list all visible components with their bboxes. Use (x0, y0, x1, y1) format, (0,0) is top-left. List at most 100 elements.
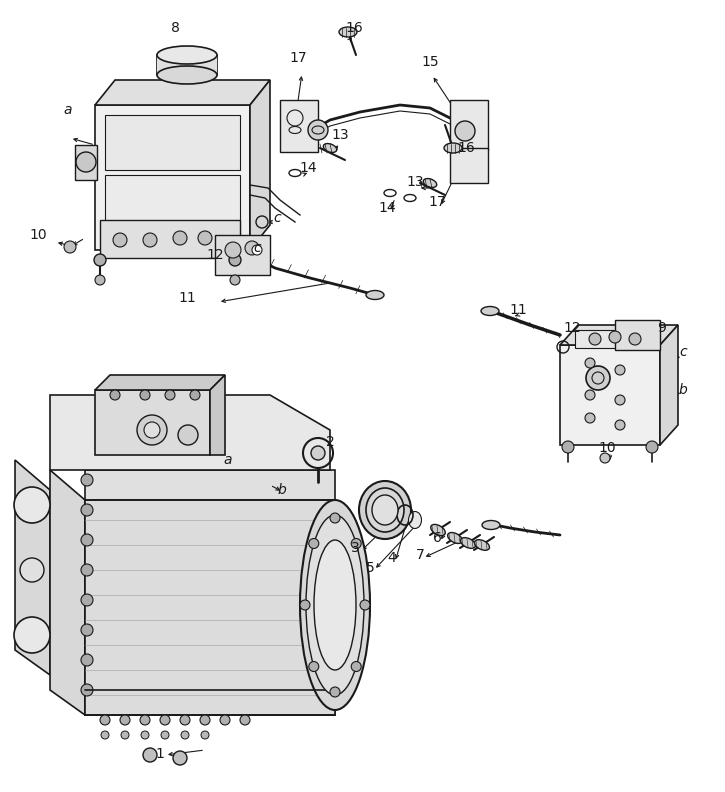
Polygon shape (50, 470, 85, 715)
Circle shape (95, 275, 105, 285)
Polygon shape (560, 325, 678, 345)
Text: b: b (278, 483, 286, 497)
Circle shape (615, 395, 625, 405)
Text: 7: 7 (415, 548, 424, 562)
Circle shape (360, 600, 370, 610)
Circle shape (609, 331, 621, 343)
Circle shape (81, 654, 93, 666)
Ellipse shape (300, 500, 370, 710)
Bar (615, 320, 660, 350)
Ellipse shape (408, 512, 421, 528)
Bar (215, 235, 270, 275)
Ellipse shape (366, 488, 404, 532)
Circle shape (351, 661, 361, 672)
Polygon shape (50, 395, 330, 470)
Text: 10: 10 (29, 228, 47, 242)
Circle shape (309, 661, 319, 672)
Circle shape (173, 231, 187, 245)
Text: 1: 1 (156, 747, 165, 761)
Circle shape (81, 534, 93, 546)
Circle shape (245, 241, 259, 255)
Polygon shape (95, 375, 225, 390)
Bar (450, 148, 488, 183)
Circle shape (300, 600, 310, 610)
Ellipse shape (339, 27, 357, 37)
Circle shape (201, 731, 209, 739)
Circle shape (562, 441, 574, 453)
Ellipse shape (157, 66, 217, 84)
Text: 15: 15 (421, 55, 439, 69)
Text: 10: 10 (598, 441, 616, 455)
Text: a: a (224, 453, 232, 467)
Circle shape (81, 624, 93, 636)
Ellipse shape (359, 481, 411, 539)
Ellipse shape (431, 524, 445, 535)
Circle shape (20, 558, 44, 582)
Bar (560, 345, 660, 445)
Text: 11: 11 (178, 291, 196, 305)
Circle shape (330, 687, 340, 697)
Circle shape (140, 390, 150, 400)
Circle shape (585, 390, 595, 400)
Circle shape (64, 241, 76, 253)
Circle shape (585, 358, 595, 368)
Circle shape (120, 715, 130, 725)
Circle shape (165, 390, 175, 400)
Bar (157, 55, 217, 75)
Circle shape (160, 715, 170, 725)
Circle shape (121, 731, 129, 739)
Circle shape (229, 254, 241, 266)
Circle shape (81, 684, 93, 696)
Bar (95, 390, 210, 455)
Circle shape (615, 420, 625, 430)
Circle shape (94, 254, 106, 266)
Text: 9: 9 (658, 321, 666, 335)
Circle shape (629, 333, 641, 345)
Circle shape (180, 715, 190, 725)
Text: a: a (64, 103, 72, 117)
Text: c: c (273, 211, 281, 225)
Circle shape (14, 487, 50, 523)
Text: 14: 14 (299, 161, 317, 175)
Circle shape (100, 715, 110, 725)
Bar (75, 145, 97, 180)
Circle shape (113, 233, 127, 247)
Circle shape (143, 748, 157, 762)
Ellipse shape (447, 532, 463, 543)
Circle shape (190, 390, 200, 400)
Bar (105, 175, 240, 235)
Circle shape (141, 731, 149, 739)
Text: 5: 5 (365, 561, 374, 575)
Polygon shape (95, 80, 270, 105)
Polygon shape (15, 460, 50, 675)
Bar (450, 100, 488, 150)
Text: 12: 12 (206, 248, 224, 262)
Text: 2: 2 (326, 435, 334, 449)
Polygon shape (660, 325, 678, 445)
Ellipse shape (481, 307, 499, 315)
Bar (575, 330, 640, 348)
Circle shape (143, 233, 157, 247)
Circle shape (178, 425, 198, 445)
Text: 8: 8 (170, 21, 179, 35)
Circle shape (140, 715, 150, 725)
Text: 6: 6 (433, 531, 442, 545)
Circle shape (230, 275, 240, 285)
Ellipse shape (474, 539, 489, 550)
Circle shape (309, 539, 319, 549)
Bar (85, 470, 335, 715)
Circle shape (600, 453, 610, 463)
Polygon shape (85, 500, 335, 715)
Circle shape (81, 564, 93, 576)
Text: 3: 3 (351, 541, 360, 555)
Ellipse shape (366, 291, 384, 299)
Circle shape (144, 422, 160, 438)
Text: 13: 13 (331, 128, 349, 142)
Circle shape (14, 617, 50, 653)
Ellipse shape (306, 515, 364, 695)
Bar (105, 115, 240, 170)
Text: 16: 16 (457, 141, 475, 155)
Ellipse shape (460, 538, 476, 548)
Text: b: b (679, 383, 687, 397)
Circle shape (589, 333, 601, 345)
